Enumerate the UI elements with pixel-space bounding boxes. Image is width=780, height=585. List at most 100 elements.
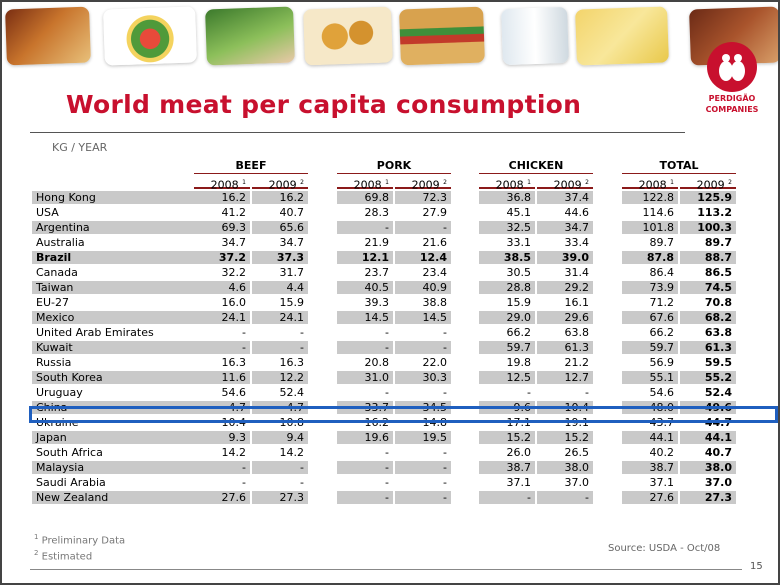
value-cell-chicken-1: 37.4 <box>537 191 593 204</box>
country-cell: South Korea <box>32 371 204 384</box>
value-cell-beef-0: 9.3 <box>194 431 250 444</box>
value-cell-chicken-0: 37.1 <box>506 476 532 489</box>
value-cell-total-1: 89.7 <box>704 236 732 249</box>
value-cell-pork-1: - <box>443 446 447 459</box>
group-header-beef: BEEF <box>194 159 308 174</box>
value-cell-beef-1: 15.9 <box>279 296 305 309</box>
value-cell-total-0: 59.7 <box>622 341 678 354</box>
value-cell-pork-1: - <box>443 326 447 339</box>
value-cell-chicken-0: 30.5 <box>506 266 532 279</box>
value-cell-pork-0: - <box>385 326 389 339</box>
value-cell-beef-1: 31.7 <box>279 266 305 279</box>
value-cell-pork-1: 23.4 <box>422 266 448 279</box>
value-cell-total-0: 87.8 <box>622 251 678 264</box>
footnote-mark: 1 <box>670 179 674 186</box>
country-cell: Argentina <box>32 221 204 234</box>
value-cell-pork-0: - <box>337 221 393 234</box>
footnote-mark: 2 <box>300 179 304 186</box>
value-cell-pork-1: - <box>395 341 451 354</box>
group-header-chicken: CHICKEN <box>479 159 593 174</box>
value-cell-beef-0: 16.2 <box>194 191 250 204</box>
footnote-mark: 2 <box>585 179 589 186</box>
country-cell: Russia <box>36 356 72 369</box>
value-cell-pork-0: - <box>337 491 393 504</box>
value-cell-total-0: 66.2 <box>649 326 675 339</box>
value-cell-chicken-0: 32.5 <box>479 221 535 234</box>
value-cell-pork-1: - <box>443 386 447 399</box>
value-cell-chicken-1: 12.7 <box>537 371 593 384</box>
value-cell-pork-0: 31.0 <box>337 371 393 384</box>
value-cell-pork-0: 23.7 <box>364 266 390 279</box>
title-divider <box>30 132 685 133</box>
logo-line-1: PERDIGÃO <box>708 94 756 103</box>
year-label: 2008 <box>638 178 667 192</box>
year-label: 2008 <box>210 178 239 192</box>
value-cell-chicken-0: 28.8 <box>479 281 535 294</box>
value-cell-beef-1: 34.7 <box>279 236 305 249</box>
country-cell: Hong Kong <box>32 191 204 204</box>
year-header-pork-0: 2008 1 <box>337 176 393 192</box>
value-cell-chicken-1: 21.2 <box>564 356 590 369</box>
value-cell-chicken-1: - <box>585 386 589 399</box>
value-cell-chicken-0: 33.1 <box>506 236 532 249</box>
value-cell-beef-1: 14.2 <box>279 446 305 459</box>
footnote-mark: 2 <box>443 179 447 186</box>
value-cell-total-0: 40.2 <box>649 446 675 459</box>
year-label: 2009 <box>411 178 440 192</box>
value-cell-chicken-1: - <box>537 491 593 504</box>
value-cell-total-0: 86.4 <box>649 266 675 279</box>
value-cell-beef-1: 16.3 <box>279 356 305 369</box>
year-label: 2009 <box>696 178 725 192</box>
value-cell-pork-0: 19.6 <box>337 431 393 444</box>
value-cell-total-1: 52.4 <box>704 386 732 399</box>
value-cell-total-1: 63.8 <box>704 326 732 339</box>
value-cell-beef-1: 37.3 <box>252 251 308 264</box>
value-cell-pork-1: - <box>443 476 447 489</box>
slide-title: World meat per capita consumption <box>66 90 582 119</box>
value-cell-chicken-0: 45.1 <box>506 206 532 219</box>
value-cell-chicken-0: 19.8 <box>506 356 532 369</box>
value-cell-total-0: 71.2 <box>649 296 675 309</box>
value-cell-beef-0: - <box>242 326 246 339</box>
value-cell-total-1: 113.2 <box>697 206 732 219</box>
value-cell-beef-0: 37.2 <box>194 251 250 264</box>
value-cell-chicken-1: 15.2 <box>537 431 593 444</box>
value-cell-pork-0: - <box>385 446 389 459</box>
chicken-nuggets-photo <box>303 6 393 66</box>
value-cell-total-1: 68.2 <box>680 311 736 324</box>
value-cell-chicken-1: 29.2 <box>537 281 593 294</box>
footnote-2: 2 Estimated <box>34 549 93 563</box>
value-cell-total-0: 101.8 <box>622 221 678 234</box>
value-cell-beef-0: 54.6 <box>221 386 247 399</box>
value-cell-total-1: 74.5 <box>680 281 736 294</box>
value-cell-total-0: 73.9 <box>622 281 678 294</box>
value-cell-pork-1: 14.5 <box>395 311 451 324</box>
country-cell: Brazil <box>32 251 204 264</box>
footnote-mark: 1 <box>527 179 531 186</box>
value-cell-pork-0: 69.8 <box>337 191 393 204</box>
value-cell-pork-0: 20.8 <box>364 356 390 369</box>
value-cell-pork-0: 12.1 <box>337 251 393 264</box>
value-cell-beef-0: 4.6 <box>194 281 250 294</box>
value-cell-chicken-1: 26.5 <box>564 446 590 459</box>
value-cell-pork-1: 22.0 <box>422 356 448 369</box>
value-cell-beef-1: 4.4 <box>252 281 308 294</box>
value-cell-pork-1: 38.8 <box>422 296 448 309</box>
value-cell-pork-1: - <box>395 221 451 234</box>
value-cell-total-0: 27.6 <box>622 491 678 504</box>
country-cell: USA <box>36 206 59 219</box>
unit-label: KG / YEAR <box>52 141 108 154</box>
value-cell-chicken-0: 26.0 <box>506 446 532 459</box>
value-cell-total-1: 86.5 <box>704 266 732 279</box>
year-header-total-1: 2009 2 <box>680 176 736 192</box>
country-cell: Uruguay <box>36 386 83 399</box>
value-cell-total-0: 89.7 <box>649 236 675 249</box>
group-header-total: TOTAL <box>622 159 736 174</box>
value-cell-total-1: 70.8 <box>704 296 732 309</box>
value-cell-chicken-0: 38.5 <box>479 251 535 264</box>
footnote-mark: 2 <box>728 179 732 186</box>
country-cell: Japan <box>32 431 204 444</box>
country-cell: Mexico <box>32 311 204 324</box>
value-cell-total-1: 38.0 <box>680 461 736 474</box>
value-cell-beef-1: - <box>300 476 304 489</box>
